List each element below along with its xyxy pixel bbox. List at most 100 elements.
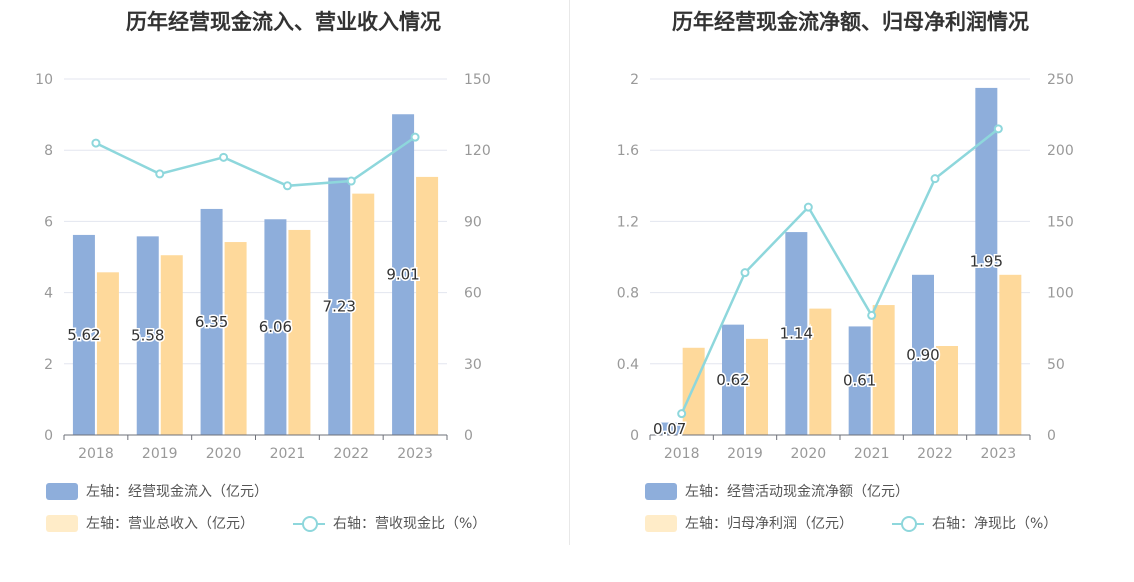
bar-2018-primary (72, 234, 95, 435)
bar-2019-secondary (160, 255, 183, 435)
line-point-2019 (740, 268, 750, 278)
x-tick-label: 2020 (791, 446, 827, 462)
data-label-2019: 5.58 (131, 327, 164, 345)
data-label-2022: 7.23 (323, 297, 356, 315)
y-tick-label-right: 50 (1047, 357, 1065, 373)
legend-label: 右轴：营收现金比（%） (333, 516, 487, 532)
bar-2022-secondary (936, 346, 958, 435)
bar-2021-secondary (288, 229, 311, 435)
y-tick-label-right: 0 (1047, 428, 1056, 444)
y-tick-label-left: 8 (44, 143, 53, 159)
bar-2019-primary (722, 324, 744, 435)
data-label-2021: 6.06 (259, 318, 292, 336)
x-tick-label: 2023 (397, 446, 433, 462)
line-series (680, 127, 1000, 415)
x-tick-label: 2022 (917, 446, 953, 462)
y-tick-label-right: 60 (464, 286, 482, 302)
bar-2021-primary (264, 219, 287, 435)
data-label-2019: 0.62 (716, 371, 749, 389)
y-tick-label-left: 0.8 (617, 286, 639, 302)
legend-item-left-1[interactable]: 左轴：营业总收入（亿元） (46, 513, 254, 533)
y-tick-label-left: 2 (630, 72, 639, 88)
chart-plot-right: 0 0 0.4 50 0.8 100 1.2 150 1.6 200 2 250 2018 2019 202… (617, 72, 1074, 462)
legend-label: 左轴：营业总收入（亿元） (86, 516, 254, 532)
legend-swatch-blue (46, 482, 78, 500)
y-tick-label-left: 0 (630, 428, 639, 444)
bar-2021-primary (848, 326, 871, 435)
data-label-2018: 5.62 (67, 326, 100, 344)
x-tick-label: 2022 (333, 446, 369, 462)
y-tick-label-left: 10 (35, 72, 53, 88)
bar-2020-secondary (809, 308, 832, 435)
x-tick-label: 2023 (981, 446, 1017, 462)
bar-2023-secondary (416, 176, 439, 435)
legend-label: 左轴：经营现金流入（亿元） (86, 484, 268, 500)
line-point-2022 (930, 174, 940, 184)
legend-line-icon (293, 515, 325, 532)
bar-2022-primary (328, 177, 351, 435)
legend-label: 右轴：净现比（%） (932, 516, 1058, 532)
legend-item-right-1[interactable]: 左轴：归母净利润（亿元） (645, 513, 853, 533)
bar-2019-secondary (746, 338, 768, 435)
bar-2020-primary (200, 208, 223, 435)
data-label-2022: 0.90 (906, 346, 939, 364)
y-tick-label-right: 120 (464, 143, 491, 159)
line-point-2021 (282, 181, 292, 191)
x-tick-label: 2018 (78, 446, 114, 462)
data-label-2023: 1.95 (970, 252, 1003, 270)
legend-label: 左轴：经营活动现金流净额（亿元） (685, 484, 909, 500)
legend-item-right-2[interactable]: 右轴：净现比（%） (892, 513, 1057, 533)
line-point-2019 (155, 169, 165, 179)
y-tick-label-left: 4 (44, 286, 53, 302)
y-tick-label-right: 150 (1047, 214, 1074, 230)
panel-divider (569, 0, 570, 545)
y-tick-label-left: 0 (44, 428, 53, 444)
x-tick-label: 2021 (270, 446, 306, 462)
bar-2019-primary (136, 236, 159, 435)
y-tick-label-right: 90 (464, 214, 482, 230)
y-tick-label-left: 6 (44, 214, 53, 230)
y-tick-label-left: 0.4 (617, 357, 639, 373)
legend-swatch-blue (645, 482, 677, 500)
bar-2020-secondary (224, 242, 247, 435)
line-point-2018 (91, 138, 101, 148)
bar-2023-primary (975, 87, 998, 436)
bar-2021-secondary (872, 305, 895, 435)
x-tick-label: 2019 (142, 446, 178, 462)
x-tick-label: 2020 (206, 446, 242, 462)
y-tick-label-left: 1.2 (617, 214, 639, 230)
bar-2023-secondary (999, 274, 1022, 435)
line-point-2020 (803, 202, 813, 212)
chart-title-right: 历年经营现金流净额、归母净利润情况 (672, 10, 1029, 34)
line-series (95, 136, 416, 188)
data-label-2020: 6.35 (195, 313, 228, 331)
legend-item-left-2[interactable]: 右轴：营收现金比（%） (293, 513, 486, 533)
bar-2023-primary (392, 114, 415, 435)
bar-2022-primary (912, 274, 934, 435)
data-label-2021: 0.61 (843, 372, 876, 390)
legend-item-right-0[interactable]: 左轴：经营活动现金流净额（亿元） (645, 481, 909, 501)
x-tick-label: 2019 (727, 446, 763, 462)
y-tick-label-right: 0 (464, 428, 473, 444)
bar-2018-secondary (682, 347, 705, 435)
legend-line-icon (892, 515, 924, 532)
legend-swatch-orange (46, 514, 78, 532)
bar-2018-secondary (96, 272, 119, 435)
line-point-2018 (677, 409, 687, 419)
chart-plot-left: 0 0 2 30 4 60 6 90 8 120 10 150 2018 2019 2020 2021 2022… (35, 72, 491, 462)
data-label-2018: 0.07 (653, 420, 686, 438)
y-tick-label-left: 1.6 (617, 143, 639, 159)
data-label-2020: 1.14 (780, 325, 813, 343)
chart-panel-right: 历年经营现金流净额、归母净利润情况 0 0 0.4 50 0.8 100 1.2 150 1.6… (567, 0, 1134, 582)
bar-2018-primary (658, 422, 681, 435)
y-tick-label-right: 100 (1047, 286, 1074, 302)
bar-2022-secondary (352, 193, 375, 435)
y-tick-label-left: 2 (44, 357, 53, 373)
y-tick-label-right: 250 (1047, 72, 1074, 88)
x-tick-label: 2018 (664, 446, 700, 462)
chart-panel-left: 历年经营现金流入、营业收入情况 0 0 2 30 4 60 6 90 8 120 10 150 2018… (35, 10, 491, 533)
legend-item-left-0[interactable]: 左轴：经营现金流入（亿元） (46, 481, 268, 501)
line-point-2022 (346, 176, 356, 186)
line-point-2023 (410, 132, 420, 142)
chart-title-left: 历年经营现金流入、营业收入情况 (126, 10, 441, 34)
